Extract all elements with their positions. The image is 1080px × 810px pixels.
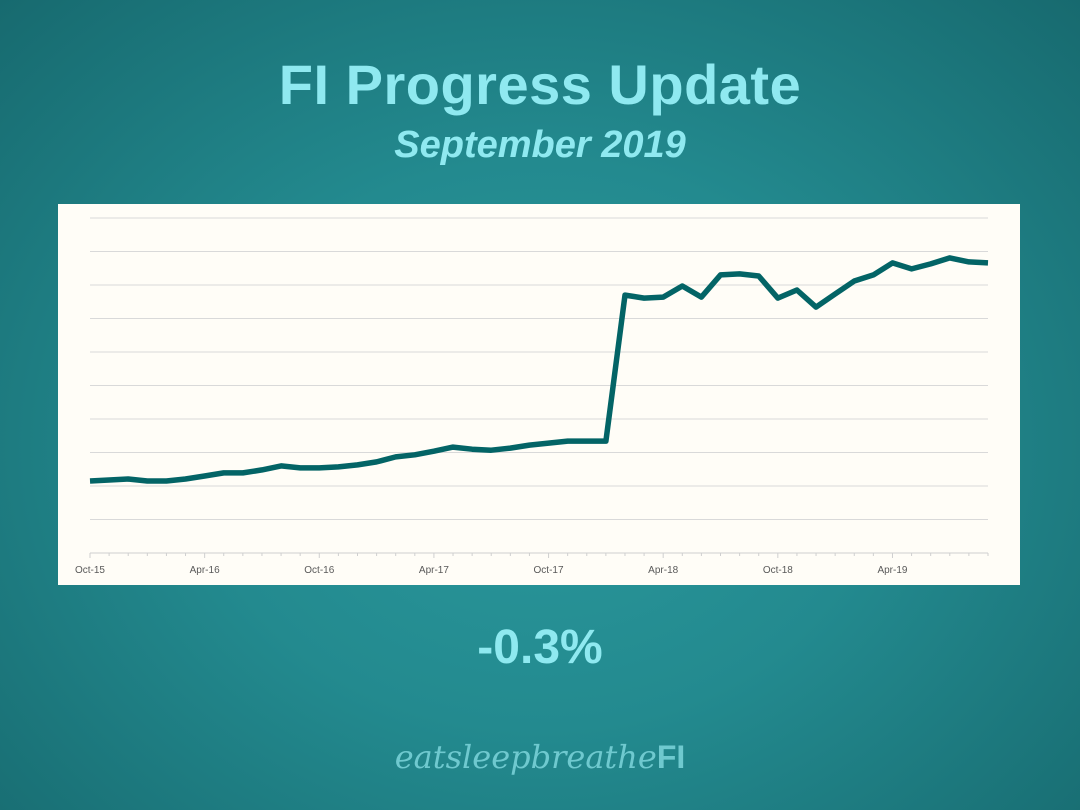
x-tick-label: Apr-18 (648, 565, 678, 576)
site-logo: eatsleepbreatheFI (0, 738, 1080, 776)
series-line-fi-progress (89, 255, 989, 484)
fi-progress-line-chart: Oct-15 Apr-16 Oct-16 Apr-17 Oct-17 Apr-18 Oct-… (75, 217, 989, 576)
chart-card: Oct-15 Apr-16 Oct-16 Apr-17 Oct-17 Apr-18 Oct-… (58, 204, 1020, 585)
x-tick-label: Apr-17 (419, 565, 449, 576)
x-tick-label: Oct-15 (75, 565, 105, 576)
page-subtitle: September 2019 (394, 124, 686, 166)
x-tick-label: Apr-19 (877, 565, 907, 576)
logo-script-text: eatsleepbreathe (394, 738, 657, 776)
page-title: FI Progress Update (278, 53, 802, 116)
x-tick-label: Oct-18 (763, 565, 793, 576)
logo-mark: FI (656, 739, 686, 775)
x-tick-label: Oct-16 (304, 565, 334, 576)
x-tick-label: Apr-16 (190, 565, 220, 576)
monthly-change-value: -0.3% (477, 621, 603, 674)
x-tick-label: Oct-17 (534, 565, 564, 576)
